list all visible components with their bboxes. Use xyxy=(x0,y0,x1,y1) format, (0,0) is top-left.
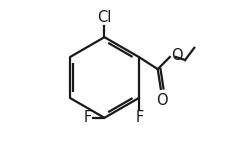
Text: F: F xyxy=(135,110,143,125)
Text: O: O xyxy=(171,48,183,63)
Text: O: O xyxy=(156,93,167,108)
Text: F: F xyxy=(84,110,92,125)
Text: Cl: Cl xyxy=(97,10,112,25)
